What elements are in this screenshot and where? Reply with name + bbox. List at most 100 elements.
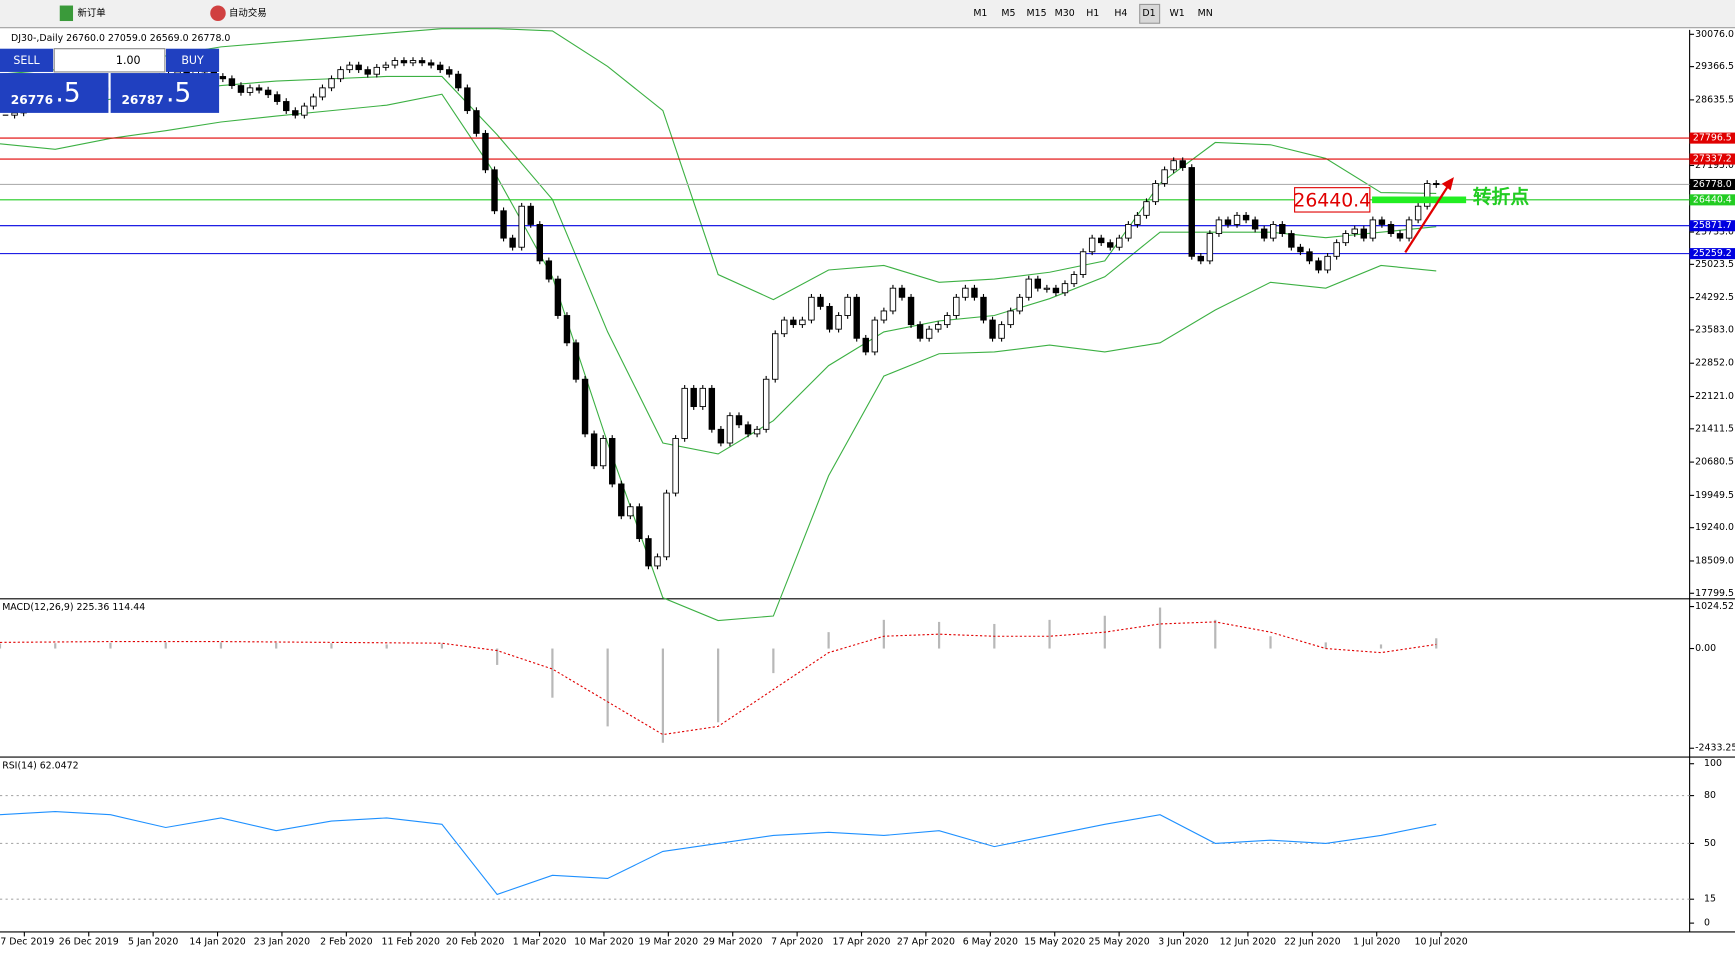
candle — [346, 64, 353, 71]
timeframe[interactable]: H1 — [1086, 8, 1099, 19]
candle — [237, 85, 245, 93]
macd-bar — [496, 648, 499, 665]
candle — [1116, 237, 1123, 248]
chart-title: DJ30-,Daily 26760.0 27059.0 26569.0 2677… — [11, 33, 230, 44]
macd-bar — [1048, 619, 1051, 649]
candle — [1369, 219, 1377, 239]
candle — [699, 387, 706, 408]
candle — [1333, 242, 1340, 257]
date-label: 1 Mar 2020 — [513, 936, 567, 947]
rsi-line — [0, 810, 1437, 896]
timeframe[interactable]: D1 — [1142, 8, 1155, 19]
date-label: 5 Jan 2020 — [128, 936, 178, 947]
macd-tick-label: 0.00 — [1695, 643, 1716, 654]
timeframe[interactable]: W1 — [1169, 8, 1184, 19]
candle — [1215, 219, 1223, 234]
candle — [808, 296, 815, 321]
level-label: 25871.7 — [1693, 220, 1732, 231]
sell-button[interactable] — [0, 48, 54, 72]
candle — [1233, 214, 1241, 225]
macd-signal — [0, 621, 1437, 736]
candle — [364, 69, 371, 75]
y-tick-label: 30076.0 — [1695, 29, 1734, 40]
timeframe[interactable]: M30 — [1055, 8, 1075, 19]
candle — [916, 324, 924, 339]
candle — [880, 310, 888, 321]
candle — [1351, 228, 1358, 234]
candle — [482, 132, 489, 171]
candle — [1414, 205, 1422, 221]
sell-label[interactable]: SELL — [13, 54, 40, 67]
ask-pips[interactable]: .5 — [166, 78, 191, 109]
date-label: 25 May 2020 — [1089, 936, 1150, 947]
lots[interactable]: 1.00 — [116, 54, 141, 67]
candle — [1125, 224, 1132, 239]
candle — [1043, 287, 1051, 290]
new-order-icon[interactable] — [59, 5, 74, 22]
candle — [301, 105, 308, 116]
candle — [581, 378, 589, 435]
timeframe[interactable]: MN — [1198, 8, 1213, 19]
timeframe[interactable]: H4 — [1114, 8, 1127, 19]
candle — [599, 438, 607, 467]
buy-label[interactable]: BUY — [181, 54, 204, 67]
macd-bar — [0, 643, 2, 649]
auto-trading-icon[interactable] — [210, 5, 226, 22]
y-tick-label: 25733.0 — [1695, 227, 1734, 238]
date-label: 10 Mar 2020 — [574, 936, 634, 947]
candle — [1179, 160, 1186, 168]
candle — [1070, 274, 1078, 285]
candle — [1143, 201, 1150, 216]
candle — [246, 87, 254, 93]
candle — [618, 483, 625, 517]
candle — [1161, 169, 1168, 184]
macd-bar — [1269, 636, 1272, 649]
macd-bar — [275, 642, 278, 649]
candle — [1007, 310, 1014, 326]
candle — [1270, 224, 1277, 239]
turning-bar — [1372, 196, 1467, 204]
candle — [1197, 255, 1205, 262]
ask-box[interactable] — [110, 73, 220, 113]
date-label: 17 Apr 2020 — [832, 936, 890, 947]
level-tag — [1689, 178, 1735, 191]
macd-bar — [1158, 607, 1162, 649]
auto-trading[interactable]: 自动交易 — [229, 7, 267, 19]
candle — [654, 556, 661, 567]
candle — [455, 73, 462, 89]
lots-field[interactable] — [53, 48, 166, 73]
new-order[interactable]: 新订单 — [77, 7, 105, 19]
macd-bar — [54, 643, 57, 649]
y-tick-label: 21411.5 — [1695, 423, 1734, 434]
candle — [427, 62, 435, 66]
candle — [1288, 233, 1295, 248]
candle — [1423, 183, 1431, 207]
date-label: 15 May 2020 — [1024, 936, 1085, 947]
candle — [373, 66, 381, 75]
candle — [563, 315, 571, 344]
timeframe[interactable]: M5 — [1001, 8, 1015, 19]
candle — [609, 438, 616, 485]
timeframe[interactable]: M15 — [1027, 8, 1047, 19]
candle — [264, 89, 272, 96]
candle — [283, 101, 290, 112]
level-tag — [1689, 153, 1735, 165]
bid-pips[interactable]: .5 — [55, 78, 80, 109]
date-label: 2 Feb 2020 — [320, 936, 372, 947]
macd-bar — [330, 643, 333, 649]
candle — [690, 387, 697, 408]
trade-panel: SELL 1.00 BUY 26776 .5 26787 .5 — [0, 48, 220, 113]
y-tick-label: 17799.5 — [1695, 588, 1734, 599]
candle — [627, 506, 634, 517]
timeframe[interactable]: M1 — [973, 8, 987, 19]
candle — [11, 112, 18, 116]
bid-price[interactable]: 26776 — [11, 93, 53, 107]
candle — [1025, 278, 1032, 298]
buy-button[interactable] — [165, 48, 220, 72]
candle — [935, 324, 942, 330]
ask-price[interactable]: 26787 — [121, 93, 163, 107]
y-tick-label: 24292.5 — [1695, 292, 1734, 303]
bid-box[interactable] — [0, 73, 109, 113]
rsi-tick-label: 0 — [1704, 918, 1710, 929]
candle — [1306, 251, 1313, 262]
